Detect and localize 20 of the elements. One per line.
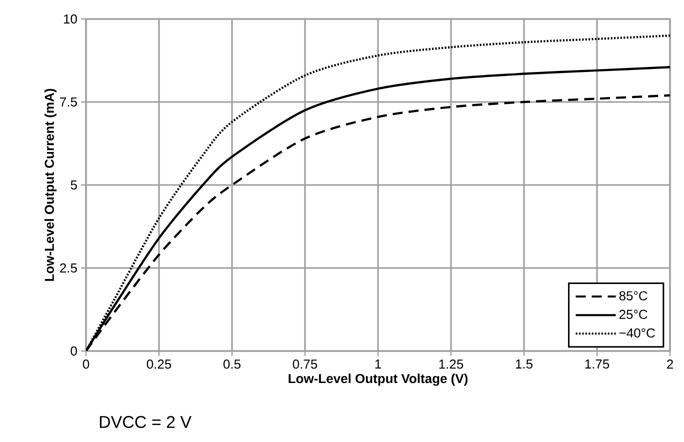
x-tick-label: 1.25 xyxy=(439,360,464,369)
y-tick-label: 7.5 xyxy=(60,97,77,107)
x-tick-label: 1.5 xyxy=(516,360,532,369)
y-axis-title: Low-Level Output Current (mA) xyxy=(44,88,57,281)
x-tick-label: 0 xyxy=(82,360,90,369)
legend-label: −40°C xyxy=(619,328,655,338)
x-tick-label: 1 xyxy=(375,360,381,368)
y-tick-label: 5 xyxy=(70,180,77,190)
x-axis-title: Low-Level Output Voltage (V) xyxy=(288,374,468,386)
y-tick-label: 0 xyxy=(70,346,77,356)
x-tick-label: 0.5 xyxy=(223,360,240,369)
legend-label: 85°C xyxy=(619,291,648,300)
y-tick-label: 10 xyxy=(64,14,77,24)
y-tick-label: 2.5 xyxy=(60,263,77,273)
x-tick-label: 2 xyxy=(667,360,673,369)
x-tick-label: 0.75 xyxy=(292,360,318,369)
legend-label: 25°C xyxy=(619,310,648,319)
x-tick-label: 0.25 xyxy=(146,360,172,369)
x-tick-label: 1.75 xyxy=(585,360,610,369)
text: DVCC = 2 V xyxy=(100,416,192,428)
